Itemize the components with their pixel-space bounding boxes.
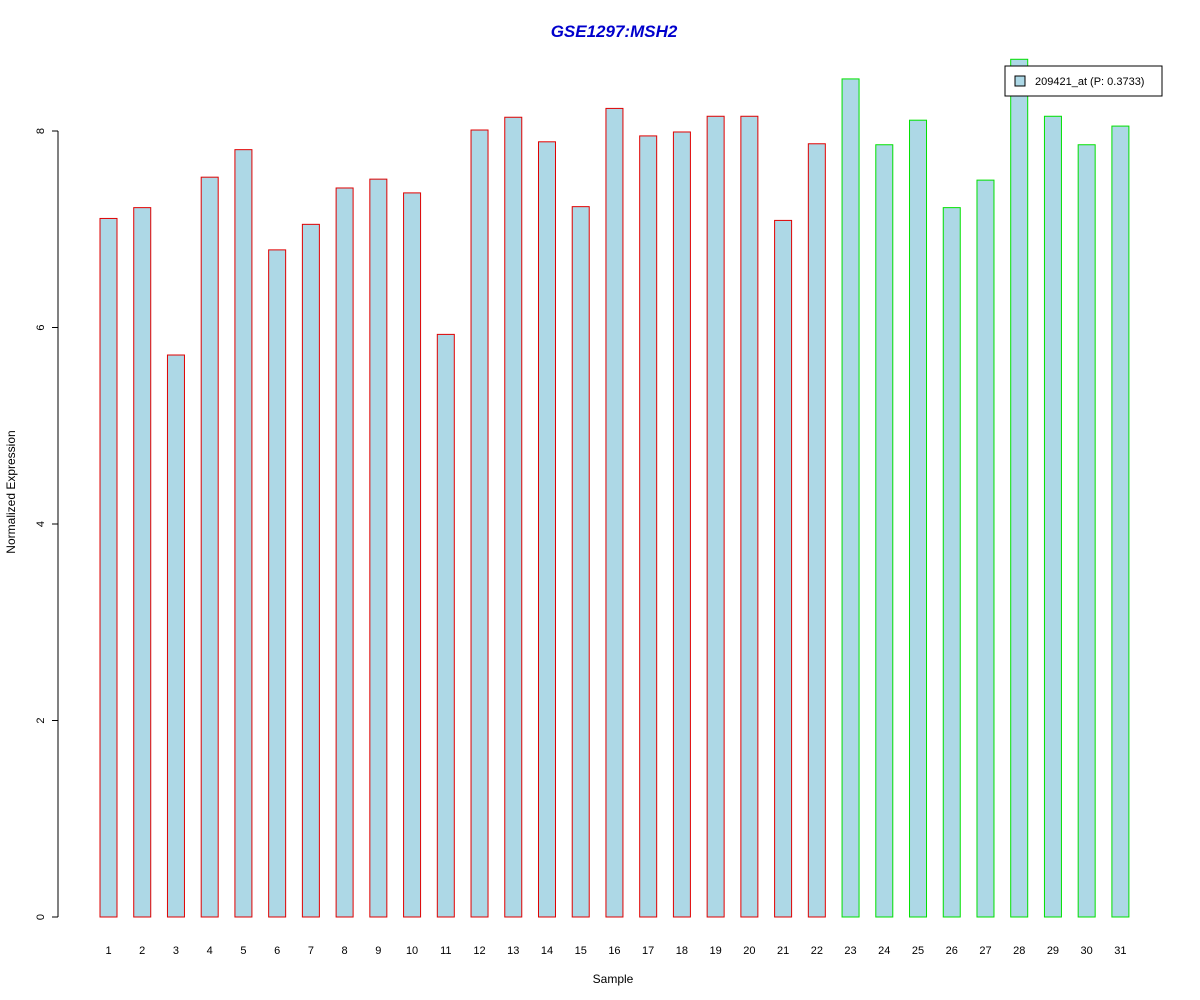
y-axis: 0 2 4 6 8 — [35, 128, 59, 920]
bar — [133, 207, 152, 918]
x-tick-label: 4 — [207, 945, 213, 957]
x-tick-label: 3 — [173, 945, 179, 957]
x-tick-label: 11 — [440, 945, 451, 957]
x-tick-label: 2 — [139, 945, 145, 957]
legend-box — [1004, 65, 1163, 97]
x-tick-label: 23 — [844, 945, 856, 957]
bar — [740, 115, 759, 918]
x-tick-label: 22 — [811, 945, 823, 957]
legend: 209421_at (P: 0.3733) — [1004, 65, 1163, 97]
x-tick-label: 27 — [979, 945, 991, 957]
x-axis-label: Sample — [593, 972, 634, 986]
x-tick-label: 10 — [406, 945, 418, 957]
bar — [942, 207, 961, 918]
x-tick-label: 12 — [473, 945, 485, 957]
x-tick-label: 14 — [541, 945, 553, 957]
y-tick-label: 6 — [35, 324, 47, 330]
bar — [537, 141, 556, 918]
bar — [436, 333, 455, 918]
x-tick-label: 15 — [575, 945, 587, 957]
y-axis-label: Normalized Expression — [4, 430, 18, 553]
x-tick-label: 28 — [1013, 945, 1025, 957]
y-tick-label: 2 — [35, 717, 47, 723]
bar — [909, 119, 928, 918]
bar — [470, 129, 489, 918]
x-tick-label: 21 — [777, 945, 789, 957]
bar — [234, 149, 253, 918]
bar — [301, 223, 320, 918]
bar — [639, 135, 658, 918]
bar — [200, 176, 219, 918]
bar — [706, 115, 725, 918]
bar — [672, 131, 691, 918]
x-tick-label: 6 — [274, 945, 280, 957]
x-tick-label: 7 — [308, 945, 314, 957]
bar — [571, 206, 590, 918]
bar — [976, 179, 995, 918]
bar — [403, 192, 422, 918]
x-tick-label: 25 — [912, 945, 924, 957]
legend-swatch — [1014, 75, 1026, 87]
bar — [99, 217, 118, 918]
bar — [1043, 115, 1062, 918]
x-tick-label: 24 — [878, 945, 890, 957]
bar — [774, 219, 793, 918]
x-tick-label: 13 — [507, 945, 519, 957]
bar — [166, 354, 185, 918]
bar — [504, 116, 523, 918]
x-tick-label: 16 — [608, 945, 620, 957]
bars — [99, 58, 1130, 918]
x-tick-label: 8 — [342, 945, 348, 957]
x-tick-label: 19 — [710, 945, 722, 957]
bar — [875, 144, 894, 918]
x-axis-ticks: 1 2 3 4 5 6 7 8 9 10 11 12 13 14 15 16 17 18 19 20 21 22 23 24 2… — [105, 945, 1126, 957]
x-tick-label: 18 — [676, 945, 688, 957]
chart-title: GSE1297:MSH2 — [551, 22, 678, 41]
bar — [807, 143, 826, 918]
bar — [1077, 144, 1096, 918]
bar — [841, 78, 860, 918]
y-tick-label: 4 — [35, 521, 47, 527]
bar — [369, 178, 388, 918]
x-tick-label: 20 — [743, 945, 755, 957]
x-tick-label: 1 — [105, 945, 111, 957]
x-tick-label: 29 — [1047, 945, 1059, 957]
bar — [1010, 58, 1029, 918]
x-tick-label: 17 — [642, 945, 654, 957]
x-tick-label: 9 — [375, 945, 381, 957]
bar — [1111, 125, 1130, 918]
y-tick-label: 8 — [35, 128, 47, 134]
bar — [268, 249, 287, 918]
bar — [605, 107, 624, 918]
x-tick-label: 5 — [240, 945, 246, 957]
legend-label: 209421_at (P: 0.3733) — [1035, 76, 1144, 88]
x-tick-label: 26 — [946, 945, 958, 957]
y-tick-label: 0 — [35, 914, 47, 920]
bar — [335, 187, 354, 918]
x-tick-label: 30 — [1081, 945, 1093, 957]
x-tick-label: 31 — [1114, 945, 1126, 957]
